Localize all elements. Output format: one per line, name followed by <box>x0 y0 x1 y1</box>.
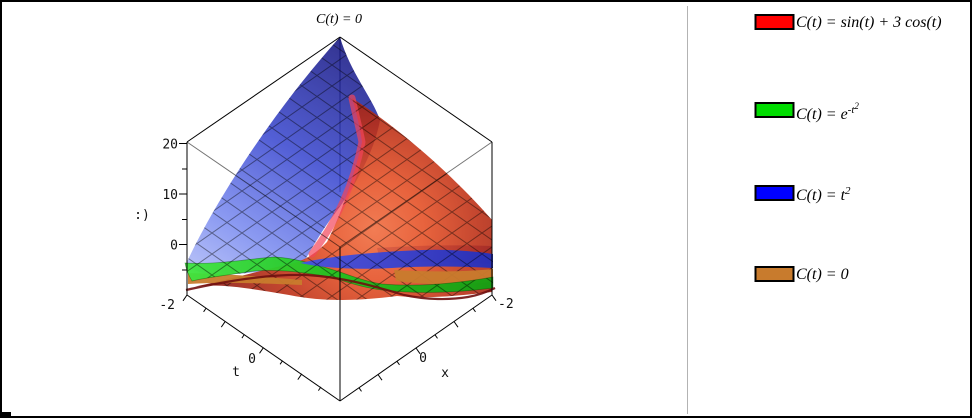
x-axis-ticks <box>358 294 497 392</box>
legend-label: C(t) = e-t2 <box>796 101 859 123</box>
surface-brown-zero-right <box>394 269 493 285</box>
surface-blue-band-mesh <box>300 249 493 269</box>
t-axis-label: t <box>232 365 240 380</box>
legend-item: C(t) = 0 <box>754 265 849 284</box>
surface-blue-mesh <box>186 37 380 275</box>
z-axis-tick-label: 10 <box>162 188 178 203</box>
plot-title: C(t) = 0 <box>316 12 362 27</box>
legend-label-superscript: 2 <box>845 185 851 197</box>
legend-label: C(t) = 0 <box>796 265 849 283</box>
plot-box-edge-left-inner <box>186 141 341 248</box>
legend-item: C(t) = e-t2 <box>754 97 859 124</box>
z-axis-tick-label: 20 <box>162 138 178 153</box>
legend-label-superscript-exponent: 2 <box>854 101 859 111</box>
plot-canvas[interactable]: C(t) = 0 20 10 0 :) -2 0 t 0 -2 x <box>2 2 688 416</box>
z-axis-label: :) <box>134 208 150 223</box>
t-axis-tick-label: -2 <box>159 298 175 313</box>
x-axis-label: x <box>441 366 449 381</box>
legend-divider <box>687 6 688 414</box>
plot-box-mid-edges <box>186 141 493 248</box>
plot-box-edge-top-left <box>186 36 341 143</box>
x-axis-tick-label: -2 <box>498 297 514 312</box>
legend-label-superscript: -t <box>847 104 855 116</box>
z-axis-ticks <box>179 143 188 271</box>
legend-item: C(t) = t2 <box>754 182 851 205</box>
legend-item: C(t) = sin(t) + 3 cos(t) <box>754 13 942 32</box>
legend-label: C(t) = t2 <box>796 185 851 204</box>
surface-red-mesh <box>188 98 492 300</box>
z-axis-tick-label: 0 <box>170 239 178 254</box>
surface-bottom-silhouette <box>185 273 496 301</box>
t-axis-tick-label: 0 <box>248 352 256 367</box>
legend-swatch-green <box>754 102 795 118</box>
legend-swatch-brown <box>754 266 795 282</box>
legend-swatch-blue <box>754 185 795 201</box>
legend-label: C(t) = sin(t) + 3 cos(t) <box>796 13 942 31</box>
legend-swatch-red <box>754 14 795 30</box>
plot-box-edge-top-right <box>339 36 493 143</box>
x-axis-tick-label: 0 <box>419 351 427 366</box>
surface-group <box>184 37 496 301</box>
plot-box-edge-right-inner <box>339 141 493 248</box>
t-axis-ticks <box>182 294 322 391</box>
surface-green-mesh <box>185 257 493 293</box>
bottom-left-mark <box>2 412 11 416</box>
